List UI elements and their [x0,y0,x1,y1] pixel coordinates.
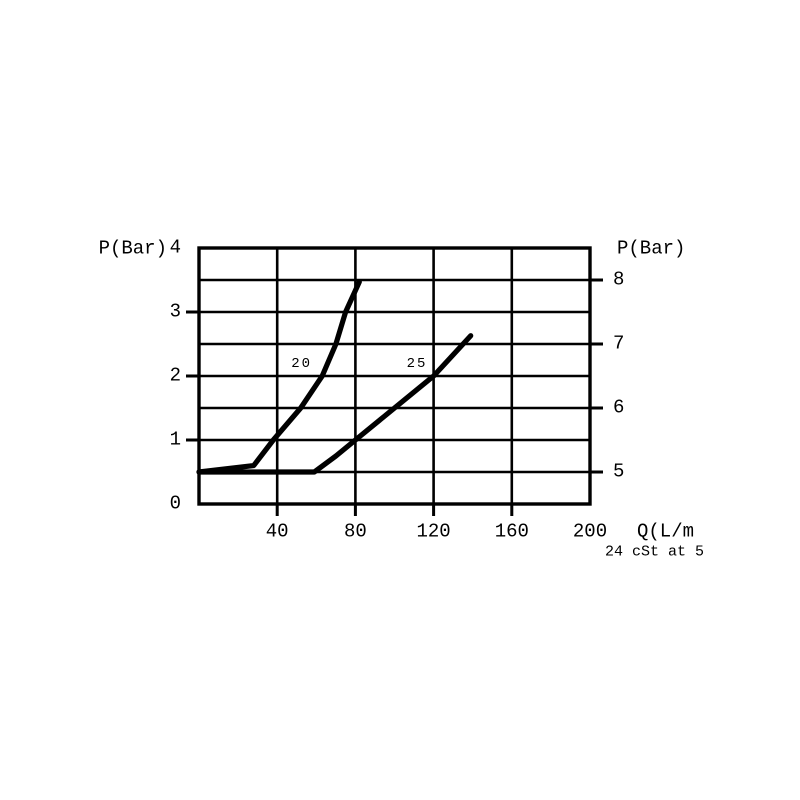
curve-label-25: 25 [406,355,428,372]
right-axis-tick-label: 7 [613,332,625,355]
left-axis-tick-label: 2 [169,364,181,387]
left-axis-tick-label: 3 [169,300,181,323]
left-axis-tick-label: 4 [169,236,181,259]
curve-label-20: 20 [291,355,313,372]
viscosity-note: 24 cSt at 5 [604,543,704,561]
x-axis-tick-label: 160 [494,520,529,543]
curve-25 [196,333,474,475]
left-axis-tick-label: 1 [169,428,181,451]
x-axis-tick-label: 200 [572,520,608,543]
right-axis-tick-label: 5 [613,460,625,483]
right-axis-title: P(Bar) [617,237,686,260]
x-axis-title: Q(L/m [637,520,695,543]
left-axis-tick-label: 0 [169,492,181,515]
x-axis-tick-label: 120 [416,520,451,543]
x-axis-tick-label: 40 [265,520,289,543]
curve-20 [196,279,362,475]
right-axis-tick-label: 6 [613,396,625,419]
left-axis-title: P(Bar) [98,237,167,260]
right-axis-tick-label: 8 [613,268,625,291]
x-axis-tick-label: 80 [343,520,367,543]
